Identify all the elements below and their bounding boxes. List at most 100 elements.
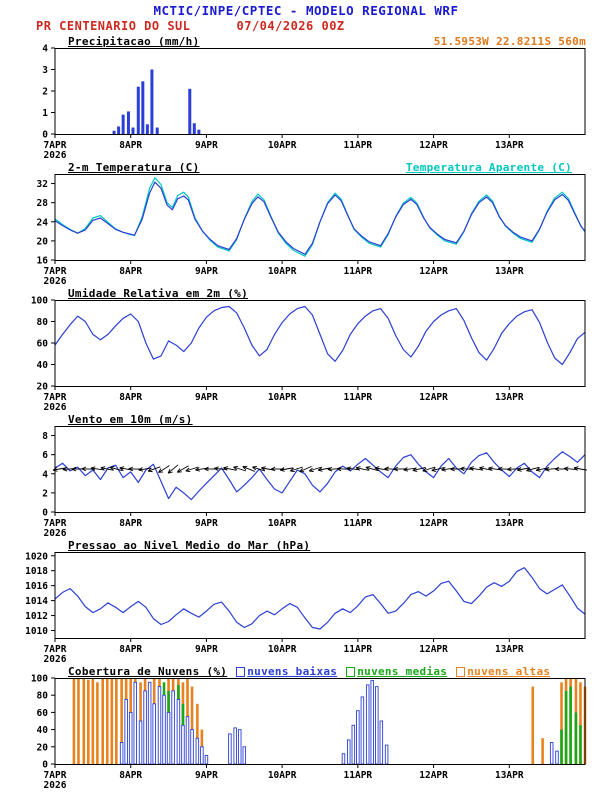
location-coordinates: 51.5953W 22.8211S 560m	[433, 35, 586, 48]
panel-wind-header: Vento em 10m (m/s)	[0, 412, 612, 426]
svg-text:12APR: 12APR	[419, 266, 448, 277]
svg-text:13APR: 13APR	[495, 140, 524, 151]
svg-text:8APR: 8APR	[119, 518, 142, 529]
panel-cloud-cover-header: Cobertura de Nuvens (%) nuvens baixas nu…	[0, 664, 612, 678]
svg-text:10APR: 10APR	[268, 518, 297, 529]
svg-text:4: 4	[42, 44, 48, 55]
svg-text:80: 80	[37, 317, 49, 328]
svg-text:10APR: 10APR	[268, 266, 297, 277]
svg-text:24: 24	[37, 217, 49, 228]
svg-text:12APR: 12APR	[419, 770, 448, 781]
svg-text:1016: 1016	[25, 581, 48, 592]
main-title: MCTIC/INPE/CPTEC - MODELO REGIONAL WRF	[153, 3, 459, 18]
svg-text:2026: 2026	[44, 150, 67, 161]
svg-text:1020: 1020	[25, 551, 48, 562]
high-clouds-legend-label: nuvens altas	[467, 665, 551, 678]
svg-text:10APR: 10APR	[268, 392, 297, 403]
svg-text:20: 20	[37, 236, 49, 247]
svg-text:12APR: 12APR	[419, 644, 448, 655]
panel-temperature-header: 2-m Temperatura (C) Temperatura Aparente…	[0, 160, 612, 174]
svg-text:13APR: 13APR	[495, 266, 524, 277]
legend-nuvens-medias: nuvens medias	[337, 665, 447, 678]
svg-text:60: 60	[37, 339, 49, 350]
svg-text:10APR: 10APR	[268, 644, 297, 655]
svg-text:12APR: 12APR	[419, 392, 448, 403]
panel-temperature: 2-m Temperatura (C) Temperatura Aparente…	[0, 160, 612, 287]
panel-humidity-header: Umidade Relativa em 2m (%)	[0, 286, 612, 300]
svg-text:2: 2	[42, 87, 48, 98]
svg-text:100: 100	[31, 674, 48, 685]
svg-text:2026: 2026	[44, 780, 67, 791]
svg-text:11APR: 11APR	[344, 518, 373, 529]
panel-humidity: Umidade Relativa em 2m (%) 20 40 60 80 100 7A…	[0, 286, 612, 413]
svg-text:28: 28	[37, 198, 49, 209]
panel-title-wind: Vento em 10m (m/s)	[68, 413, 193, 426]
panel-title-precipitation: Precipitacao (mm/h)	[68, 35, 200, 48]
legend-nuvens-altas: nuvens altas	[447, 665, 550, 678]
svg-text:0: 0	[42, 760, 48, 771]
panel-precipitation: Precipitacao (mm/h) 51.5953W 22.8211S 56…	[0, 34, 612, 161]
panel-title-humidity: Umidade Relativa em 2m (%)	[68, 287, 248, 300]
svg-text:2026: 2026	[44, 402, 67, 413]
mid-clouds-legend-label: nuvens medias	[357, 665, 448, 678]
svg-text:11APR: 11APR	[344, 770, 373, 781]
svg-text:2026: 2026	[44, 654, 67, 665]
panel-cloud-cover: Cobertura de Nuvens (%) nuvens baixas nu…	[0, 664, 612, 791]
svg-text:8APR: 8APR	[119, 770, 142, 781]
svg-text:1014: 1014	[25, 596, 48, 607]
svg-text:7APR: 7APR	[44, 770, 67, 781]
svg-text:9APR: 9APR	[195, 644, 218, 655]
svg-text:20: 20	[37, 742, 49, 753]
svg-text:12APR: 12APR	[419, 140, 448, 151]
svg-text:9APR: 9APR	[195, 266, 218, 277]
svg-text:7APR: 7APR	[44, 518, 67, 529]
svg-text:0: 0	[42, 508, 48, 519]
svg-text:7APR: 7APR	[44, 392, 67, 403]
svg-text:12APR: 12APR	[419, 518, 448, 529]
svg-text:9APR: 9APR	[195, 518, 218, 529]
subtitle-row: PR CENTENARIO DO SUL 07/04/2026 00Z	[0, 19, 612, 34]
panel-pressure: Pressao ao Nivel Medio do Mar (hPa) 1010…	[0, 538, 612, 665]
mid-clouds-swatch-icon	[346, 667, 356, 677]
station-name: PR CENTENARIO DO SUL	[36, 19, 191, 33]
svg-text:8APR: 8APR	[119, 266, 142, 277]
svg-text:13APR: 13APR	[495, 644, 524, 655]
svg-text:7APR: 7APR	[44, 266, 67, 277]
svg-text:13APR: 13APR	[495, 392, 524, 403]
svg-text:8APR: 8APR	[119, 140, 142, 151]
svg-text:9APR: 9APR	[195, 392, 218, 403]
panel-title-temperature: 2-m Temperatura (C)	[68, 161, 200, 174]
svg-text:2026: 2026	[44, 276, 67, 287]
legend-nuvens-baixas: nuvens baixas	[227, 665, 337, 678]
apparent-temperature-legend: Temperatura Aparente (C)	[405, 161, 572, 174]
svg-text:1: 1	[42, 108, 48, 119]
panel-title-cloud-cover: Cobertura de Nuvens (%)	[68, 665, 228, 678]
svg-text:2026: 2026	[44, 528, 67, 539]
svg-text:10APR: 10APR	[268, 140, 297, 151]
svg-text:3: 3	[42, 65, 48, 76]
run-datetime: 07/04/2026 00Z	[236, 19, 345, 33]
svg-text:80: 80	[37, 691, 49, 702]
svg-text:1018: 1018	[25, 566, 48, 577]
svg-text:8APR: 8APR	[119, 644, 142, 655]
svg-text:7APR: 7APR	[44, 140, 67, 151]
svg-text:1010: 1010	[25, 626, 48, 637]
svg-text:13APR: 13APR	[495, 518, 524, 529]
low-clouds-legend-label: nuvens baixas	[247, 665, 338, 678]
svg-text:100: 100	[31, 296, 48, 307]
svg-text:1012: 1012	[25, 611, 48, 622]
panel-wind: Vento em 10m (m/s) 0 2 4 6 8 7APR 2026 8APR 9APR…	[0, 412, 612, 539]
svg-text:11APR: 11APR	[344, 140, 373, 151]
svg-text:60: 60	[37, 708, 49, 719]
svg-text:32: 32	[37, 179, 48, 190]
low-clouds-swatch-icon	[236, 667, 246, 677]
svg-text:4: 4	[42, 469, 48, 480]
svg-text:40: 40	[37, 725, 49, 736]
high-clouds-swatch-icon	[456, 667, 466, 677]
